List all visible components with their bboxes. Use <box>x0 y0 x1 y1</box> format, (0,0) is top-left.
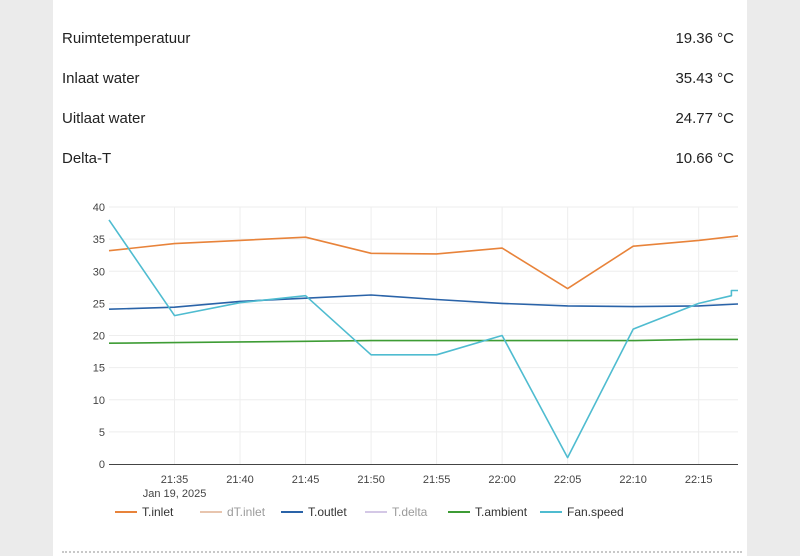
reading-label: Inlaat water <box>62 70 140 87</box>
legend-item-t-delta[interactable]: T.delta <box>365 505 428 519</box>
chart-legend[interactable]: T.inlet dT.inlet T.outlet T.delta T.ambient F… <box>115 505 624 519</box>
legend-item-t-ambient[interactable]: T.ambient <box>448 505 528 519</box>
x-tick-label: 22:00 <box>488 474 516 486</box>
y-tick-label: 10 <box>93 395 105 407</box>
y-tick-label: 20 <box>93 331 105 343</box>
reading-value: 19.36 °C <box>675 30 734 47</box>
temperature-chart[interactable]: 0 5 10 15 20 25 30 35 40 21:35 Jan 19, 2025 21:40 21… <box>53 196 747 536</box>
y-tick-label: 40 <box>93 202 105 214</box>
reading-label: Ruimtetemperatuur <box>62 30 191 47</box>
reading-water-outlet: Uitlaat water 24.77 °C <box>62 110 734 134</box>
reading-label: Delta-T <box>62 150 112 167</box>
reading-delta-t: Delta-T 10.66 °C <box>62 150 734 174</box>
readings-card: Ruimtetemperatuur 19.36 °C Inlaat water … <box>53 0 747 556</box>
y-tick-label: 25 <box>93 298 105 310</box>
y-tick-label: 5 <box>99 427 105 439</box>
legend-item-t-outlet[interactable]: T.outlet <box>281 505 347 519</box>
x-tick-label: 22:10 <box>619 474 647 486</box>
legend-label: T.inlet <box>142 505 174 519</box>
y-tick-label: 15 <box>93 363 105 375</box>
x-tick-label: 21:35 <box>161 474 189 486</box>
x-tick-label: 21:55 <box>423 474 451 486</box>
series-line-t-outlet <box>108 294 739 310</box>
reading-room-temperature: Ruimtetemperatuur 19.36 °C <box>62 30 734 54</box>
section-divider <box>62 551 742 553</box>
legend-label: dT.inlet <box>227 505 266 519</box>
series-line-fan-speed <box>108 219 738 459</box>
series-line-t-ambient <box>108 338 738 344</box>
legend-item-dt-inlet[interactable]: dT.inlet <box>200 505 266 519</box>
reading-value: 24.77 °C <box>675 110 734 127</box>
y-tick-label: 0 <box>99 459 105 471</box>
x-tick-label: 21:50 <box>357 474 385 486</box>
legend-item-t-inlet[interactable]: T.inlet <box>115 505 174 519</box>
reading-water-inlet: Inlaat water 35.43 °C <box>62 70 734 94</box>
x-date-label: Jan 19, 2025 <box>143 488 207 500</box>
legend-item-fan-speed[interactable]: Fan.speed <box>540 505 624 519</box>
x-tick-label: 22:15 <box>685 474 713 486</box>
legend-label: T.ambient <box>475 505 528 519</box>
reading-value: 10.66 °C <box>675 150 734 167</box>
legend-label: Fan.speed <box>567 505 624 519</box>
x-tick-label: 21:40 <box>226 474 254 486</box>
chart-series <box>108 219 739 459</box>
legend-label: T.outlet <box>308 505 347 519</box>
reading-value: 35.43 °C <box>675 70 734 87</box>
x-tick-label: 21:45 <box>292 474 320 486</box>
y-tick-label: 35 <box>93 234 105 246</box>
legend-label: T.delta <box>392 505 428 519</box>
series-line-t-inlet <box>108 235 739 290</box>
x-tick-label: 22:05 <box>554 474 582 486</box>
reading-label: Uitlaat water <box>62 110 146 127</box>
chart-axes: 0 5 10 15 20 25 30 35 40 21:35 Jan 19, 2025 21:40 21… <box>93 202 738 500</box>
y-tick-label: 30 <box>93 266 105 278</box>
